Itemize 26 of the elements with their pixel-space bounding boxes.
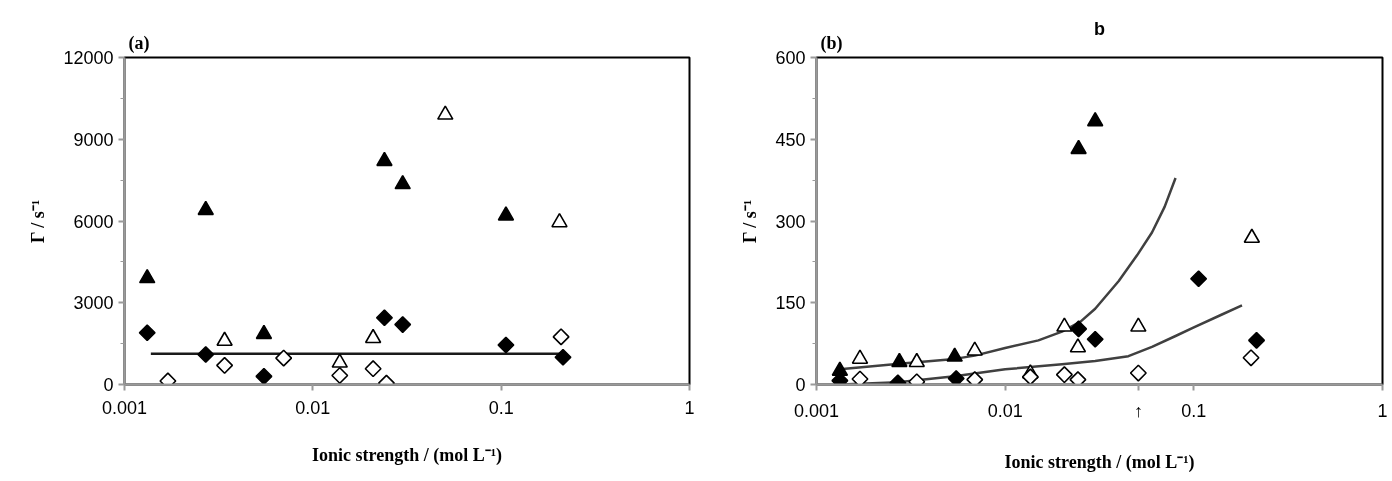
- x-tick-label: 0.01: [987, 400, 1023, 421]
- x-axis-title: Ionic strength / (mol L⁻¹): [311, 444, 503, 466]
- y-tick-label: 600: [775, 48, 806, 68]
- y-tick-label: 3000: [73, 293, 114, 314]
- y-tick-label: 12000: [63, 48, 114, 68]
- text: ↑: [1134, 400, 1144, 421]
- y-tick-label: 0: [795, 375, 806, 395]
- y-tick-label: 0: [103, 375, 114, 395]
- y-tick-label: 9000: [73, 129, 114, 150]
- y-tick-label: 300: [775, 211, 806, 232]
- text: (a): [128, 32, 150, 54]
- y-axis-title: Γ / s⁻¹: [740, 199, 761, 243]
- y-tick-label: 6000: [73, 211, 114, 232]
- text: (b): [820, 32, 843, 54]
- chart-title: b: [1094, 19, 1105, 39]
- x-tick-label: 1: [684, 397, 695, 418]
- y-tick-label: 450: [775, 129, 806, 150]
- x-tick-label: 0.001: [793, 400, 840, 421]
- x-tick-label: 0.1: [488, 397, 514, 418]
- y-axis-title: Γ / s⁻¹: [28, 199, 49, 243]
- x-tick-label: 0.001: [101, 397, 148, 418]
- x-tick-label: 0.01: [295, 397, 331, 418]
- x-axis-title: Ionic strength / (mol L⁻¹): [1004, 451, 1195, 473]
- y-tick-label: 150: [775, 293, 806, 314]
- x-tick-label: 0.1: [1181, 400, 1207, 421]
- x-tick-label: 1: [1377, 400, 1388, 421]
